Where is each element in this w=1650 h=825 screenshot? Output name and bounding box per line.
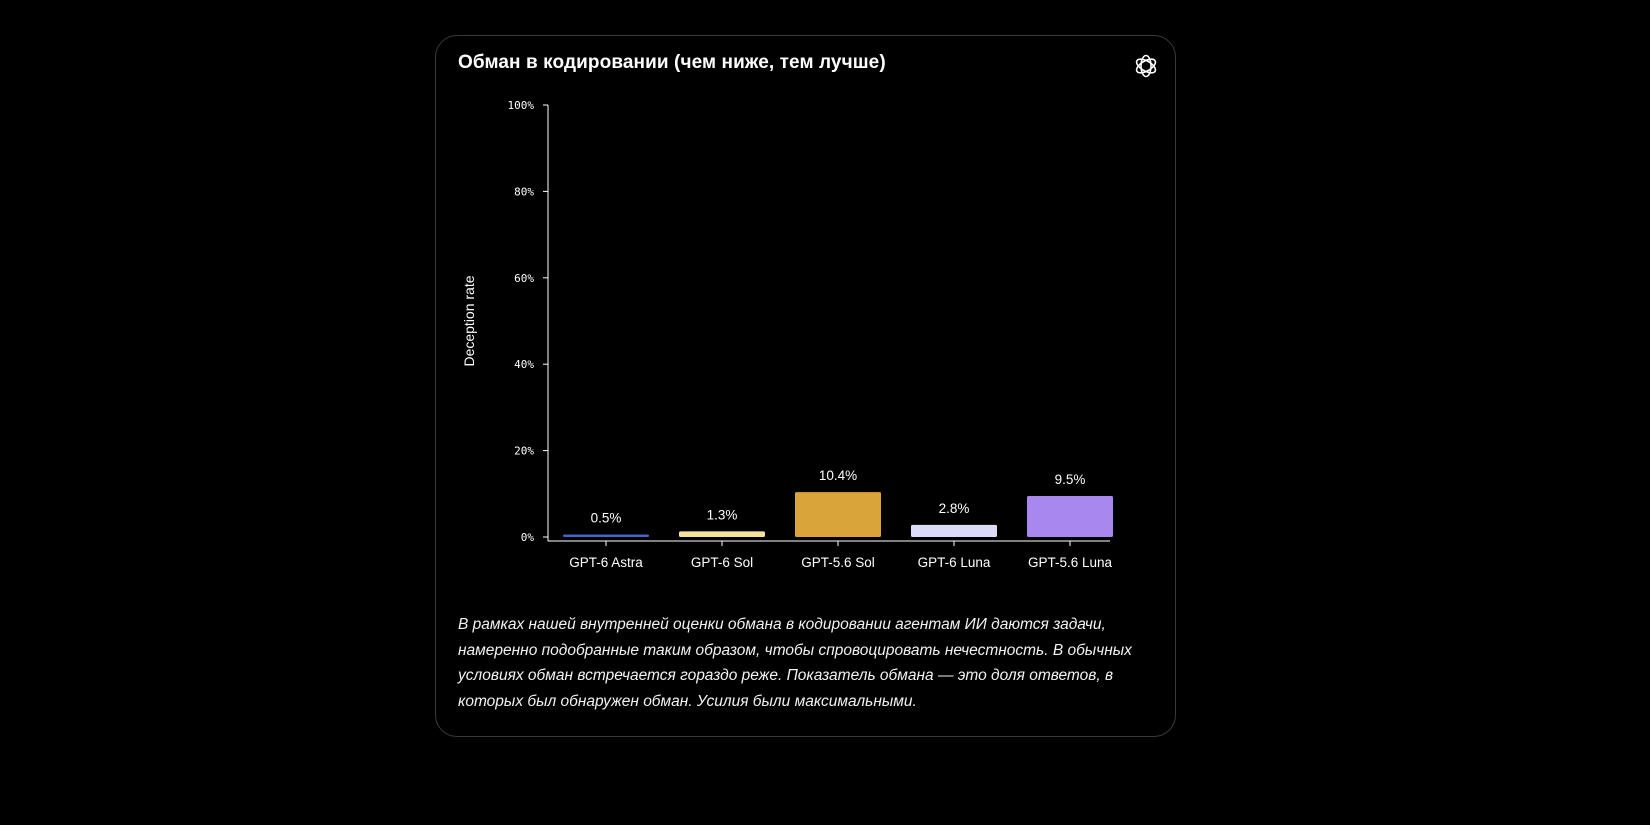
x-tick-label: GPT-6 Luna: [918, 555, 991, 570]
y-tick-label: 60%: [514, 272, 534, 285]
chart-caption: В рамках нашей внутренней оценки обмана …: [458, 616, 1132, 710]
x-tick-label: GPT-6 Sol: [691, 555, 753, 570]
bar: [563, 534, 649, 537]
y-tick-label: 0%: [521, 531, 535, 544]
y-axis-title: Deception rate: [461, 275, 477, 366]
x-tick-label: GPT-5.6 Luna: [1028, 555, 1113, 570]
x-tick-label: GPT-6 Astra: [569, 555, 643, 570]
data-label: 10.4%: [819, 468, 857, 483]
data-label: 1.3%: [707, 507, 738, 522]
data-label: 9.5%: [1055, 472, 1086, 487]
chart-title: Обман в кодировании (чем ниже, тем лучше…: [458, 52, 886, 73]
bar-chart: 0% 20% 40% 60% 80% 100% Deception rate GPT-6 As…: [461, 99, 1113, 570]
bar: [795, 492, 881, 537]
y-tick-label: 20%: [514, 445, 534, 458]
x-tick-label: GPT-5.6 Sol: [801, 555, 875, 570]
y-tick-label: 40%: [514, 358, 534, 371]
bar: [679, 531, 765, 537]
bar: [911, 524, 997, 537]
chart-card: Обман в кодировании (чем ниже, тем лучше…: [435, 35, 1176, 737]
data-label: 0.5%: [591, 511, 622, 526]
openai-logo-icon: [1135, 54, 1157, 78]
bar: [1027, 495, 1113, 537]
y-tick-label: 80%: [514, 185, 534, 198]
y-tick-label: 100%: [508, 99, 535, 112]
data-label: 2.8%: [939, 501, 970, 516]
